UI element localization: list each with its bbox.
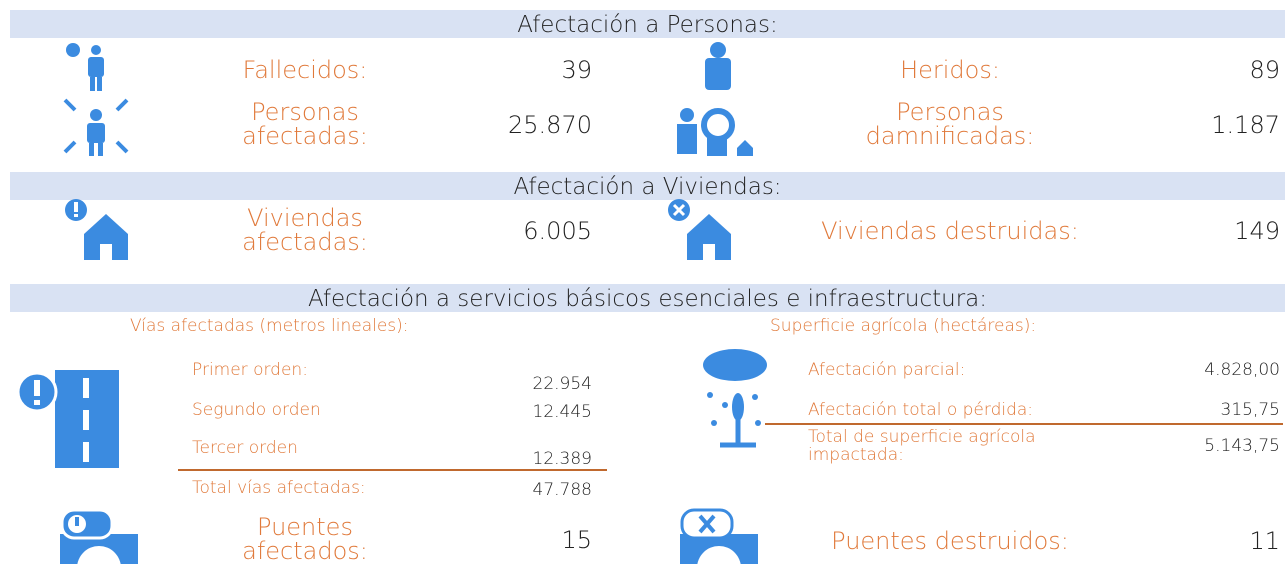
- house-destroyed-icon: [668, 199, 731, 260]
- subsection-title: Superficie agrícola (hectáreas):: [770, 316, 1037, 336]
- row-value: 22.954: [532, 374, 592, 394]
- label: Puentes afectados:: [242, 513, 368, 565]
- value: 11: [1249, 527, 1280, 555]
- value: 149: [1234, 217, 1280, 245]
- section-header: Afectación a servicios básicos esenciale…: [10, 284, 1285, 312]
- row-label: Tercer orden: [192, 438, 298, 458]
- total-label: Total vías afectadas:: [192, 478, 366, 498]
- value: 89: [1249, 56, 1280, 84]
- row-value: 12.445: [532, 402, 592, 422]
- total-label: Total de superficie agrícola impactada:: [808, 427, 1036, 465]
- row-label: Primer orden:: [192, 360, 308, 380]
- row-value: 315,75: [1220, 400, 1280, 420]
- divider: [765, 423, 1283, 425]
- bridge-icon: [60, 508, 138, 564]
- label: Personas damnificadas:: [865, 98, 1035, 150]
- value: 39: [561, 56, 592, 84]
- label: Heridos:: [900, 56, 1000, 84]
- total-value: 5.143,75: [1204, 436, 1280, 456]
- total-value: 47.788: [532, 480, 592, 500]
- value: 25.870: [508, 111, 592, 139]
- road-icon: [16, 370, 119, 468]
- rain-icon: [703, 349, 767, 448]
- label: Viviendas afectadas:: [242, 204, 368, 256]
- divider: [178, 469, 607, 471]
- section-header: Afectación a Personas:: [10, 10, 1285, 38]
- row-value: 12.389: [532, 449, 592, 469]
- row-label: Afectación total o pérdida:: [808, 400, 1034, 420]
- value: 15: [561, 526, 592, 554]
- label: Puentes destruidos:: [831, 527, 1069, 555]
- person-icons: [63, 43, 129, 156]
- injured-icons: [677, 42, 753, 156]
- label: Viviendas destruidas:: [821, 217, 1079, 245]
- value: 1.187: [1211, 111, 1280, 139]
- row-label: Segundo orden: [192, 400, 321, 420]
- row-label: Afectación parcial:: [808, 360, 966, 380]
- row-value: 4.828,00: [1204, 360, 1280, 380]
- label: Fallecidos:: [242, 56, 368, 84]
- bridge-destroyed-icon: [680, 508, 758, 564]
- value: 6.005: [523, 217, 592, 245]
- label: Personas afectadas:: [242, 98, 368, 150]
- house-icon: [65, 199, 128, 260]
- subsection-title: Vías afectadas (metros lineales):: [130, 316, 409, 336]
- section-header: Afectación a Viviendas:: [10, 172, 1285, 200]
